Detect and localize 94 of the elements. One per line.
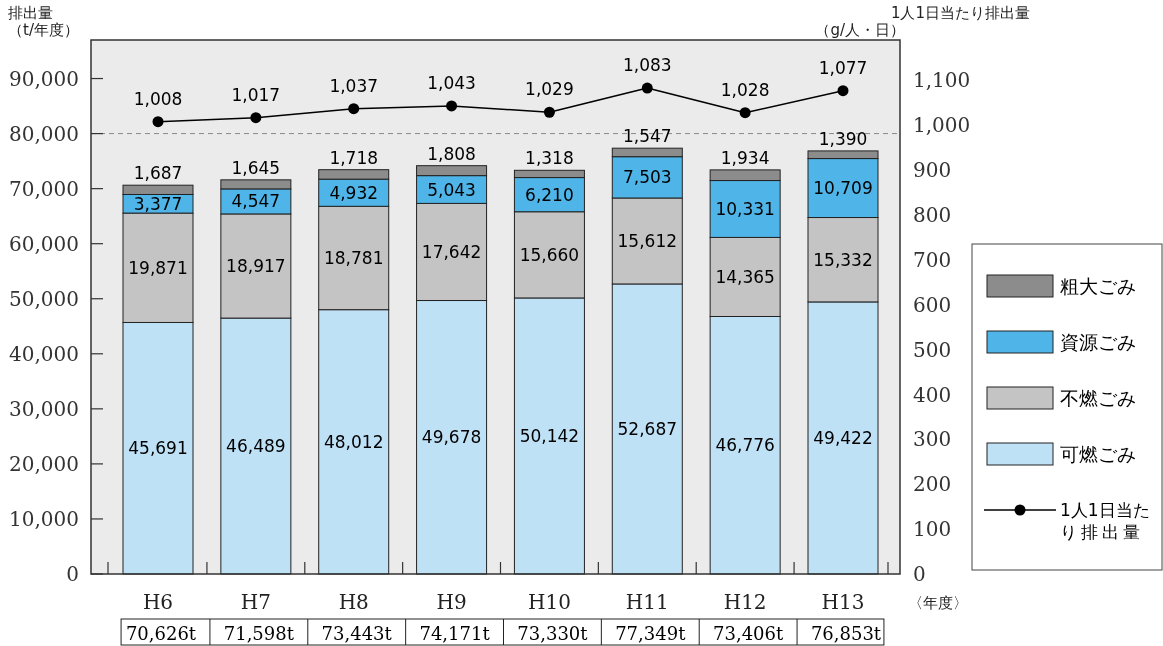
x-tick-label: H13 [821,590,865,614]
legend-label: 資源ごみ [1060,331,1136,353]
data-label: 15,612 [617,230,678,251]
y2-tick-label: 1,000 [913,113,971,138]
y2-tick-label: 200 [913,472,952,497]
data-label: 17,642 [421,241,482,262]
data-label: 1,934 [720,147,770,168]
point [152,116,164,128]
y2-tick-label: 600 [913,292,952,317]
y-axis-title: 排出量（t/年度） [8,4,79,40]
y-tick-label: 90,000 [9,66,79,91]
data-label: 5,043 [427,179,476,200]
data-label: 1,318 [525,148,574,169]
data-label: 1,028 [720,79,770,100]
data-label: 18,781 [323,247,384,268]
data-label: 1,718 [329,147,379,168]
text: 73,406t [713,623,785,644]
point [446,100,458,112]
x-tick-label: H7 [240,590,271,614]
data-label: 49,422 [813,427,873,448]
legend-label: 1人1日当たり排出量 [1060,500,1150,542]
text: 77,349t [615,623,687,644]
y-tick-label: 70,000 [9,176,79,201]
y2-tick-label: 900 [913,158,952,183]
data-label: 15,332 [813,249,873,270]
data-label: 14,365 [715,266,775,287]
point [348,103,360,115]
data-label: 10,331 [715,198,775,219]
x-tick-label: H6 [142,590,174,614]
data-label: 7,503 [622,167,672,188]
text: 76,853t [810,623,882,644]
point [543,106,555,118]
x-axis-title: 〈年度〉 [908,594,968,612]
data-label: 1,008 [133,88,183,109]
point [739,107,751,119]
data-label: 1,017 [231,84,281,105]
data-label: 1,547 [622,126,672,147]
legend-label: 不燃ごみ [1060,387,1136,409]
text: 70,626t [125,623,197,644]
data-label: 1,687 [133,163,183,184]
y-tick-label: 40,000 [9,341,79,366]
y2-tick-label: 1,100 [913,68,971,93]
y-tick-label: 50,000 [9,286,79,311]
data-label: 1,043 [427,72,476,93]
point [837,85,849,97]
legend-label: 粗大ごみ [1060,275,1136,297]
x-tick-label: H12 [723,590,767,614]
data-label: 6,210 [525,184,574,205]
y-tick-label: 30,000 [9,396,79,421]
legend-label: 可燃ごみ [1060,443,1136,465]
data-label: 1,029 [525,79,574,100]
data-label: 1,077 [818,57,868,78]
data-label: 50,142 [519,425,580,446]
y2-tick-label: 0 [913,562,926,586]
x-tick-label: H10 [527,590,571,614]
data-label: 1,390 [818,128,868,149]
y-tick-label: 0 [66,562,79,586]
data-label: 10,709 [813,178,873,199]
data-label: 4,547 [231,191,281,212]
y2-tick-label: 500 [913,337,952,362]
data-label: 48,012 [323,431,384,452]
y-tick-label: 20,000 [9,451,79,476]
data-label: 3,377 [133,193,183,214]
y2-tick-label: 300 [913,427,952,452]
point [250,112,262,124]
y2-tick-label: 700 [913,247,952,272]
y-tick-label: 10,000 [9,506,79,531]
data-label: 19,871 [128,257,188,278]
y2-tick-label: 400 [913,382,952,407]
x-tick-label: H11 [625,590,669,614]
x-tick-label: H8 [338,590,369,614]
text: 73,443t [321,623,393,644]
data-label: 1,645 [231,157,281,178]
data-label: 15,660 [519,244,580,265]
data-label: 45,691 [128,438,188,459]
data-label: 1,037 [329,75,379,96]
x-tick-label: H9 [436,590,467,614]
data-label: 4,932 [329,182,379,203]
y2-tick-label: 100 [913,517,952,542]
y2-axis-title: 1人1日当たり排出量（g/人・日） [815,4,1030,40]
data-label: 1,083 [622,55,672,76]
y-tick-label: 60,000 [9,231,79,256]
text: 73,330t [517,623,589,644]
point [641,82,653,94]
text: 74,171t [419,623,491,644]
data-label: 1,808 [427,143,476,164]
data-label: 46,489 [226,436,286,457]
data-label: 46,776 [715,435,775,456]
data-label: 49,678 [421,427,482,448]
text: 71,598t [223,623,295,644]
data-label: 18,917 [226,256,286,276]
data-label: 52,687 [617,418,678,439]
y-tick-label: 80,000 [9,121,79,146]
y2-tick-label: 800 [913,203,952,228]
